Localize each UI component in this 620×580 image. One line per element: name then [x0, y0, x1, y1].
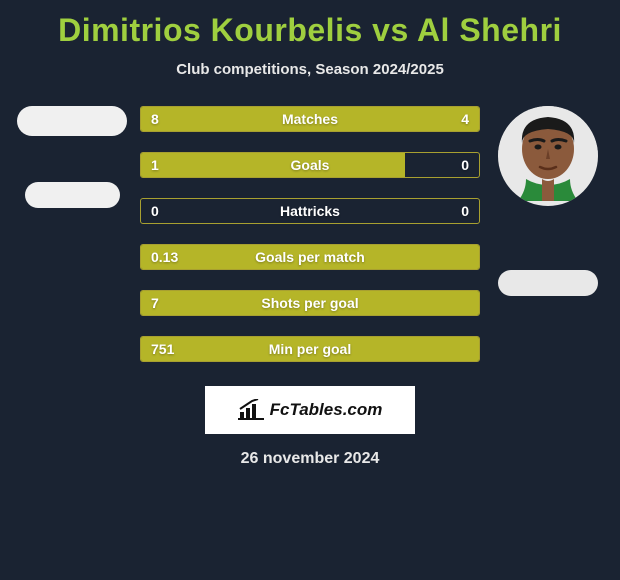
subtitle: Club competitions, Season 2024/2025 [0, 61, 620, 78]
stat-label: Matches [282, 111, 338, 127]
stat-value-left: 1 [151, 157, 159, 173]
stat-value-right: 4 [461, 111, 469, 127]
stat-label: Goals [291, 157, 330, 173]
stat-row: Goals 1 0 [140, 152, 480, 178]
player-right-club-placeholder [498, 270, 598, 296]
stat-label: Min per goal [269, 341, 351, 357]
date-label: 26 november 2024 [0, 450, 620, 468]
stat-label: Shots per goal [261, 295, 358, 311]
stat-row: Goals per match 0.13 [140, 244, 480, 270]
stat-label: Goals per match [255, 249, 365, 265]
logo-text: FcTables.com [270, 400, 383, 420]
chart-icon [238, 399, 264, 421]
player-left-avatar-col [22, 106, 122, 208]
stat-row: Matches 8 4 [140, 106, 480, 132]
stat-value-right: 0 [461, 203, 469, 219]
player-left-avatar-placeholder-1 [17, 106, 127, 136]
stat-row: Hattricks 0 0 [140, 198, 480, 224]
fctables-logo: FcTables.com [205, 386, 415, 434]
stat-value-left: 8 [151, 111, 159, 127]
stat-row: Min per goal 751 [140, 336, 480, 362]
stat-value-left: 0 [151, 203, 159, 219]
comparison-row: Matches 8 4 Goals 1 0 Hattricks 0 0 Goals per mat… [0, 106, 620, 362]
stat-value-left: 0.13 [151, 249, 178, 265]
player-right-avatar-col [498, 106, 598, 296]
stat-bar-left-fill [141, 153, 405, 177]
stat-bars: Matches 8 4 Goals 1 0 Hattricks 0 0 Goals per mat… [140, 106, 480, 362]
stat-value-left: 751 [151, 341, 174, 357]
player-face-icon [498, 106, 598, 206]
page-title: Dimitrios Kourbelis vs Al Shehri [0, 0, 620, 49]
stat-row: Shots per goal 7 [140, 290, 480, 316]
player-right-avatar [498, 106, 598, 206]
stat-value-left: 7 [151, 295, 159, 311]
stat-label: Hattricks [280, 203, 340, 219]
player-left-avatar-placeholder-2 [25, 182, 120, 208]
stat-value-right: 0 [461, 157, 469, 173]
